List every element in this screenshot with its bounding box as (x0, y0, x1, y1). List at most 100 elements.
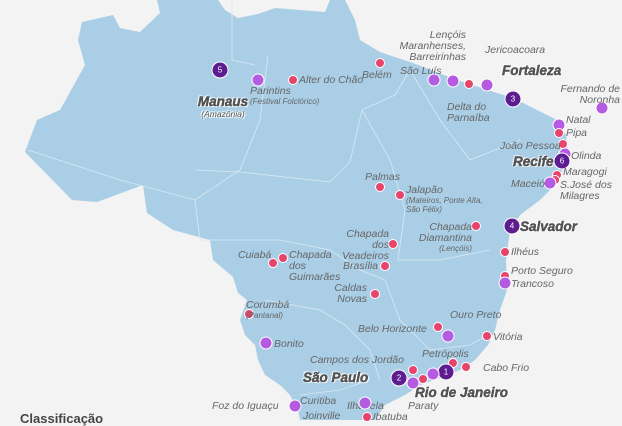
marker-vitoria[interactable] (482, 331, 492, 341)
label-curitiba: Curitiba (300, 396, 336, 407)
place-name: Caldas Novas (334, 282, 367, 305)
marker-manaus[interactable]: 5 (211, 61, 229, 79)
place-name: São Luís (400, 65, 442, 77)
place-name: João Pessoa (500, 140, 561, 152)
marker-belem[interactable] (375, 58, 385, 68)
marker-cabo-frio[interactable] (461, 362, 471, 372)
label-jalapao: Jalapão (Mateiros, Ponte Alta, São Félix) (406, 185, 486, 215)
label-porto-seguro: Porto Seguro (511, 266, 573, 277)
marker-sao-luis[interactable] (427, 73, 441, 87)
marker-ilheus[interactable] (500, 247, 510, 257)
label-parintins: Parintins (Festival Folclórico) (250, 86, 320, 107)
label-lencois-maranhenses-barreirinhas: Lençóis Maranhenses, Barreirinhas (396, 30, 466, 63)
place-name: Ubatuba (368, 411, 408, 423)
place-subtitle: (Amazônia) (201, 109, 245, 119)
place-name: Porto Seguro (511, 265, 573, 277)
label-olinda: Olinda (571, 151, 601, 162)
place-name: Natal (566, 114, 591, 126)
place-name: Jericoacoara (485, 44, 546, 56)
marker-sao-paulo[interactable]: 2 (390, 369, 408, 387)
place-name: Salvador (520, 219, 578, 234)
label-chapada-dos-veadeiros: Chapada dos Veadeiros (329, 229, 389, 262)
place-name: Cabo Frio (483, 362, 530, 374)
place-name: Belo Horizonte (358, 323, 427, 335)
marker-paraty[interactable] (426, 367, 440, 381)
label-cabo-frio: Cabo Frio (483, 363, 529, 374)
place-name: Delta do Parnaíba (447, 101, 490, 124)
marker-curitiba[interactable] (358, 396, 372, 410)
marker-chapada-dos-veadeiros[interactable] (388, 239, 398, 249)
marker-cuiaba[interactable] (268, 258, 278, 268)
label-joinville: Joinville (303, 411, 340, 422)
marker-ubatuba[interactable] (418, 374, 428, 384)
marker-alter-do-chao[interactable] (288, 75, 298, 85)
label-recife: Recife (513, 154, 554, 169)
marker-bonito[interactable] (259, 336, 273, 350)
place-name: Cuiabá (238, 249, 272, 261)
label-brasilia: Brasília (343, 261, 378, 272)
marker-lencois-maranhenses-barreirinhas[interactable] (446, 74, 460, 88)
label-belo-horizonte: Belo Horizonte (358, 324, 427, 335)
white-region-guyana (218, 0, 330, 18)
place-subtitle: (Festival Folclórico) (250, 97, 320, 106)
state-borders (27, 0, 521, 396)
place-name: Alter do Chão (299, 74, 364, 86)
marker-brasilia[interactable] (380, 261, 390, 271)
marker-palmas[interactable] (375, 182, 385, 192)
place-name: Ilhéus (511, 246, 540, 258)
marker-ouro-preto[interactable] (441, 329, 455, 343)
place-name: Corumbá (246, 299, 290, 311)
marker-pipa[interactable] (554, 128, 564, 138)
place-subtitle: (Lençóis) (439, 244, 472, 253)
label-natal: Natal (566, 115, 591, 126)
marker-fernando-de-noronha[interactable] (595, 101, 609, 115)
place-name: Ouro Preto (450, 309, 502, 321)
label-caldas-novas: Caldas Novas (333, 283, 367, 305)
marker-delta-do-parnaiba[interactable] (464, 79, 474, 89)
place-name: Vitória (493, 331, 523, 343)
place-name: Maceió (511, 178, 545, 190)
label-campos-dos-jordao: Campos dos Jordão (310, 355, 404, 366)
marker-fortaleza[interactable]: 3 (504, 90, 522, 108)
marker-recife[interactable]: 6 (553, 152, 571, 170)
place-name: Paraty (408, 400, 439, 412)
label-vitoria: Vitória (493, 332, 523, 343)
label-s-jose-dos-milagres: S.José dos Milagres (560, 180, 620, 202)
marker-jalapao[interactable] (395, 190, 405, 200)
marker-campos-dos-jordao[interactable] (408, 365, 418, 375)
marker-joinville[interactable] (362, 412, 372, 422)
label-alter-do-chao: Alter do Chão (299, 75, 363, 86)
label-paraty: Paraty (408, 401, 438, 412)
rank-badge: 4 (509, 221, 515, 231)
rank-badge: 5 (217, 65, 223, 75)
marker-jericoacoara[interactable] (480, 78, 494, 92)
place-name: Chapada dos Veadeiros (342, 228, 389, 262)
place-name: Campos dos Jordão (310, 354, 404, 366)
marker-chapada-diamantina[interactable] (471, 221, 481, 231)
marker-parintins[interactable] (251, 73, 265, 87)
marker-maceio[interactable] (543, 176, 557, 190)
label-belem: Belém (362, 70, 392, 81)
label-trancoso: Trancoso (511, 279, 554, 290)
marker-belo-horizonte[interactable] (433, 322, 443, 332)
legend-title: Classificação (20, 411, 104, 426)
place-name: Lençóis Maranhenses, Barreirinhas (399, 29, 466, 63)
label-ilheus: Ilhéus (511, 247, 539, 258)
marker-foz-do-iguacu[interactable] (288, 399, 302, 413)
place-name: Bonito (274, 338, 304, 350)
marker-rio-de-janeiro[interactable]: 1 (437, 363, 455, 381)
marker-caldas-novas[interactable] (370, 289, 380, 299)
marker-corumba[interactable] (244, 309, 254, 319)
marker-salvador[interactable]: 4 (503, 217, 521, 235)
place-name: Brasília (343, 260, 379, 272)
place-name: Belém (362, 69, 392, 81)
place-name: Pipa (566, 127, 588, 139)
marker-chapada-dos-guimaraes[interactable] (278, 253, 288, 263)
rank-badge: 6 (559, 156, 565, 166)
marker-trancoso[interactable] (498, 276, 512, 290)
place-name: Fortaleza (502, 63, 562, 78)
label-jericoacoara: Jericoacoara (485, 45, 545, 56)
label-chapada-diamantina: Chapada Diamantina (Lençóis) (410, 222, 472, 254)
label-maceio: Maceió (511, 179, 545, 190)
place-name: Palmas (365, 171, 401, 183)
